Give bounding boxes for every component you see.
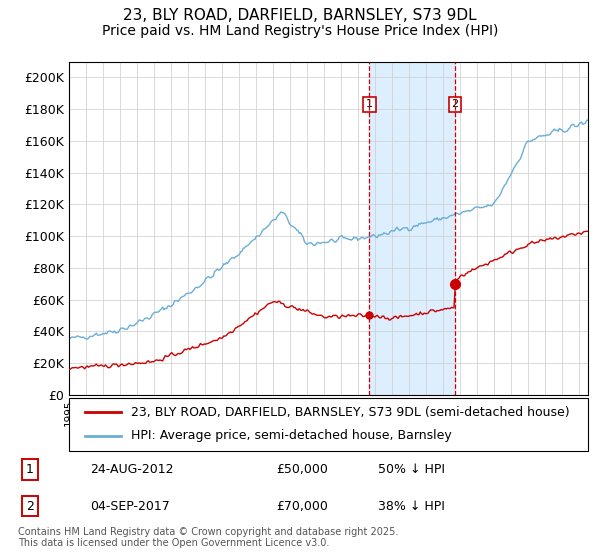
FancyBboxPatch shape	[69, 398, 588, 451]
Text: 50% ↓ HPI: 50% ↓ HPI	[378, 463, 445, 476]
Text: £50,000: £50,000	[276, 463, 328, 476]
Text: 1: 1	[26, 463, 34, 476]
Text: Price paid vs. HM Land Registry's House Price Index (HPI): Price paid vs. HM Land Registry's House …	[102, 24, 498, 38]
Text: 24-AUG-2012: 24-AUG-2012	[90, 463, 173, 476]
Text: 04-SEP-2017: 04-SEP-2017	[90, 500, 170, 512]
Text: 2: 2	[26, 500, 34, 512]
Text: 2: 2	[451, 100, 458, 109]
Text: 38% ↓ HPI: 38% ↓ HPI	[378, 500, 445, 512]
Text: £70,000: £70,000	[276, 500, 328, 512]
Text: HPI: Average price, semi-detached house, Barnsley: HPI: Average price, semi-detached house,…	[131, 430, 452, 442]
Text: Contains HM Land Registry data © Crown copyright and database right 2025.
This d: Contains HM Land Registry data © Crown c…	[18, 526, 398, 548]
Text: 1: 1	[366, 100, 373, 109]
Bar	[370, 62, 455, 395]
Text: 23, BLY ROAD, DARFIELD, BARNSLEY, S73 9DL (semi-detached house): 23, BLY ROAD, DARFIELD, BARNSLEY, S73 9D…	[131, 406, 570, 419]
Text: 23, BLY ROAD, DARFIELD, BARNSLEY, S73 9DL: 23, BLY ROAD, DARFIELD, BARNSLEY, S73 9D…	[123, 8, 477, 24]
